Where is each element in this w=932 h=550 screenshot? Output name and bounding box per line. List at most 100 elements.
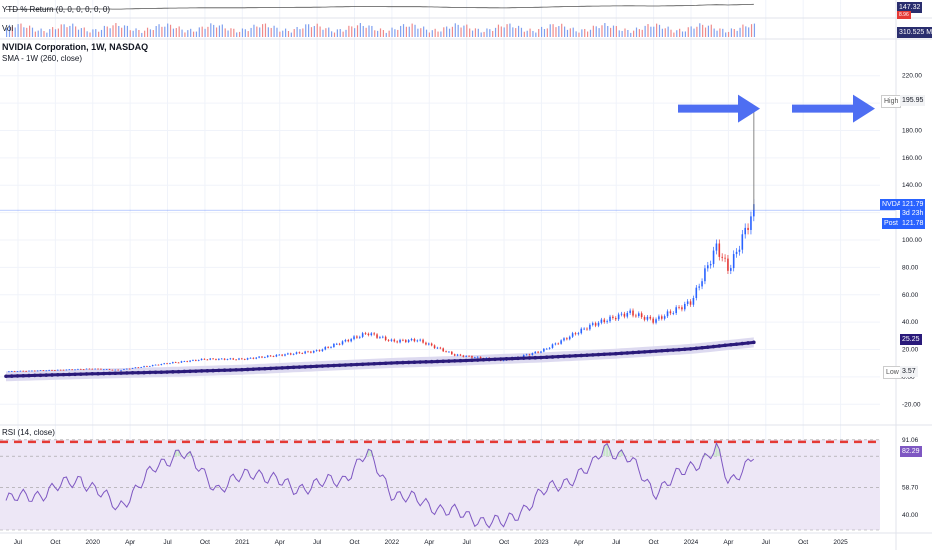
volume-bar [517,25,520,37]
candle-body [718,243,721,257]
candle-body [91,368,94,370]
symbol-title[interactable]: NVIDIA Corporation, 1W, NASDAQ [2,42,149,52]
candle-body [471,356,473,358]
volume-bar [730,28,733,37]
volume-bar [748,27,750,37]
volume-bar [509,23,511,37]
x-tick-label: Oct [349,539,359,546]
candle-body [563,338,565,341]
candle-body [560,340,562,344]
candle-body [387,340,390,341]
rsi-indicator-title[interactable]: RSI (14, close) [2,428,55,437]
candle-body [258,356,260,358]
candle-body [574,333,577,335]
candle-body [721,256,723,258]
volume-indicator-title[interactable]: Vol [2,24,14,33]
sma-marker [119,371,123,375]
volume-bar [633,30,635,37]
volume-bar [477,28,479,37]
volume-bar [149,29,152,37]
x-tick-label: Apr [574,539,585,546]
sma-indicator-title[interactable]: SMA - 1W (260, close) [2,54,83,63]
sma-marker [171,370,175,374]
x-tick-label: Apr [275,539,286,546]
candle-body [528,354,531,356]
volume-bar [287,31,290,37]
rsi-overbought-fill [174,450,177,457]
sma-marker [61,372,66,377]
volume-bar [679,28,681,37]
sma-marker [711,344,716,349]
sma-marker [337,363,342,368]
candle-body [97,368,99,370]
volume-bar [474,28,477,37]
candle-body [120,369,122,371]
candle-body [373,333,375,335]
volume-bar [356,25,359,37]
candle-body [617,314,620,320]
candle-body [79,368,82,370]
volume-bar [644,25,646,37]
candle-body [59,369,62,371]
candle-body [448,351,450,353]
volume-bar [354,28,356,37]
candle-body [591,323,594,325]
candle-body [540,351,542,353]
volume-bar [89,32,91,37]
candle-body [396,341,398,343]
volume-bar [178,26,180,37]
candle-body [390,339,393,341]
volume-bar [158,24,160,37]
volume-bar [328,27,330,37]
volume-bar [535,32,537,37]
candle-body [614,317,617,320]
volume-bar [86,31,88,37]
x-tick-label: 2021 [235,539,250,546]
sma-marker [9,374,14,378]
volume-bar [425,29,428,37]
candle-body [31,370,33,372]
volume-bar [466,24,468,37]
candle-body [295,352,298,354]
volume-bar [276,27,278,37]
rsi-overbought-fill [189,451,192,457]
ytd-line [6,3,754,10]
sma-marker [159,370,164,374]
volume-bar [6,28,8,37]
candle-body [727,258,729,271]
volume-bar [362,25,364,37]
volume-bar [190,28,192,37]
rsi-overbought-fill [715,443,718,457]
volume-bar [264,23,267,37]
sma-marker [228,368,233,372]
volume-bar [618,30,620,37]
ytd-indicator-title[interactable]: YTD % Return (0, 0, 0, 0, 0, 0) [2,5,111,14]
volume-bar [394,29,396,37]
candle-body [381,336,384,338]
candle-body [379,337,381,338]
volume-bar [175,28,177,37]
sma-marker [470,358,474,363]
candle-body [235,359,237,361]
sma-marker [533,355,538,360]
volume-bar [555,27,557,37]
volume-bar [141,32,143,37]
sma-value-tag: 25.25 [900,334,922,345]
volume-bar [308,24,310,37]
sma-marker [562,354,566,359]
sma-marker [435,359,440,364]
candle-body [327,347,329,348]
candle-body [137,367,140,369]
volume-bar [635,27,638,37]
sma-marker [544,355,549,360]
sma-marker [429,359,434,364]
volume-bar [647,24,649,37]
volume-bar [457,24,459,37]
sma-marker [677,347,681,352]
candle-body [192,359,194,361]
y-tick-label: 100.00 [902,237,922,244]
volume-bar [440,31,442,37]
volume-bar [54,29,57,37]
volume-bar [670,29,672,37]
